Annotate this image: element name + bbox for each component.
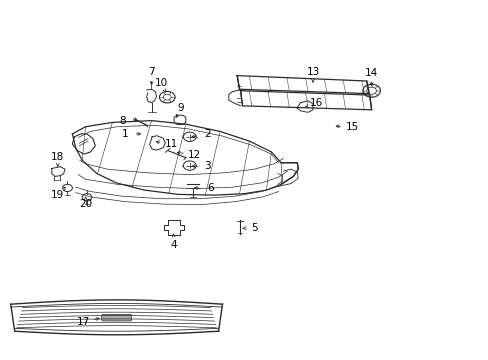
Text: 2: 2 — [204, 129, 211, 139]
Text: 14: 14 — [364, 68, 378, 78]
Text: 16: 16 — [309, 98, 323, 108]
Text: 19: 19 — [51, 190, 64, 200]
Text: 20: 20 — [79, 199, 92, 210]
Text: 12: 12 — [187, 150, 201, 160]
Text: 5: 5 — [250, 222, 257, 233]
Text: 3: 3 — [204, 161, 211, 171]
Text: 7: 7 — [148, 67, 155, 77]
Text: 18: 18 — [51, 152, 64, 162]
Text: 9: 9 — [177, 103, 184, 113]
Text: 10: 10 — [155, 78, 167, 88]
Text: 11: 11 — [164, 139, 178, 149]
Text: 4: 4 — [170, 240, 177, 250]
Text: 15: 15 — [345, 122, 358, 132]
Text: 13: 13 — [305, 67, 319, 77]
Text: 6: 6 — [206, 183, 213, 193]
Text: 1: 1 — [121, 129, 128, 139]
FancyBboxPatch shape — [102, 315, 131, 321]
Text: 8: 8 — [119, 116, 125, 126]
Text: 17: 17 — [76, 317, 90, 327]
